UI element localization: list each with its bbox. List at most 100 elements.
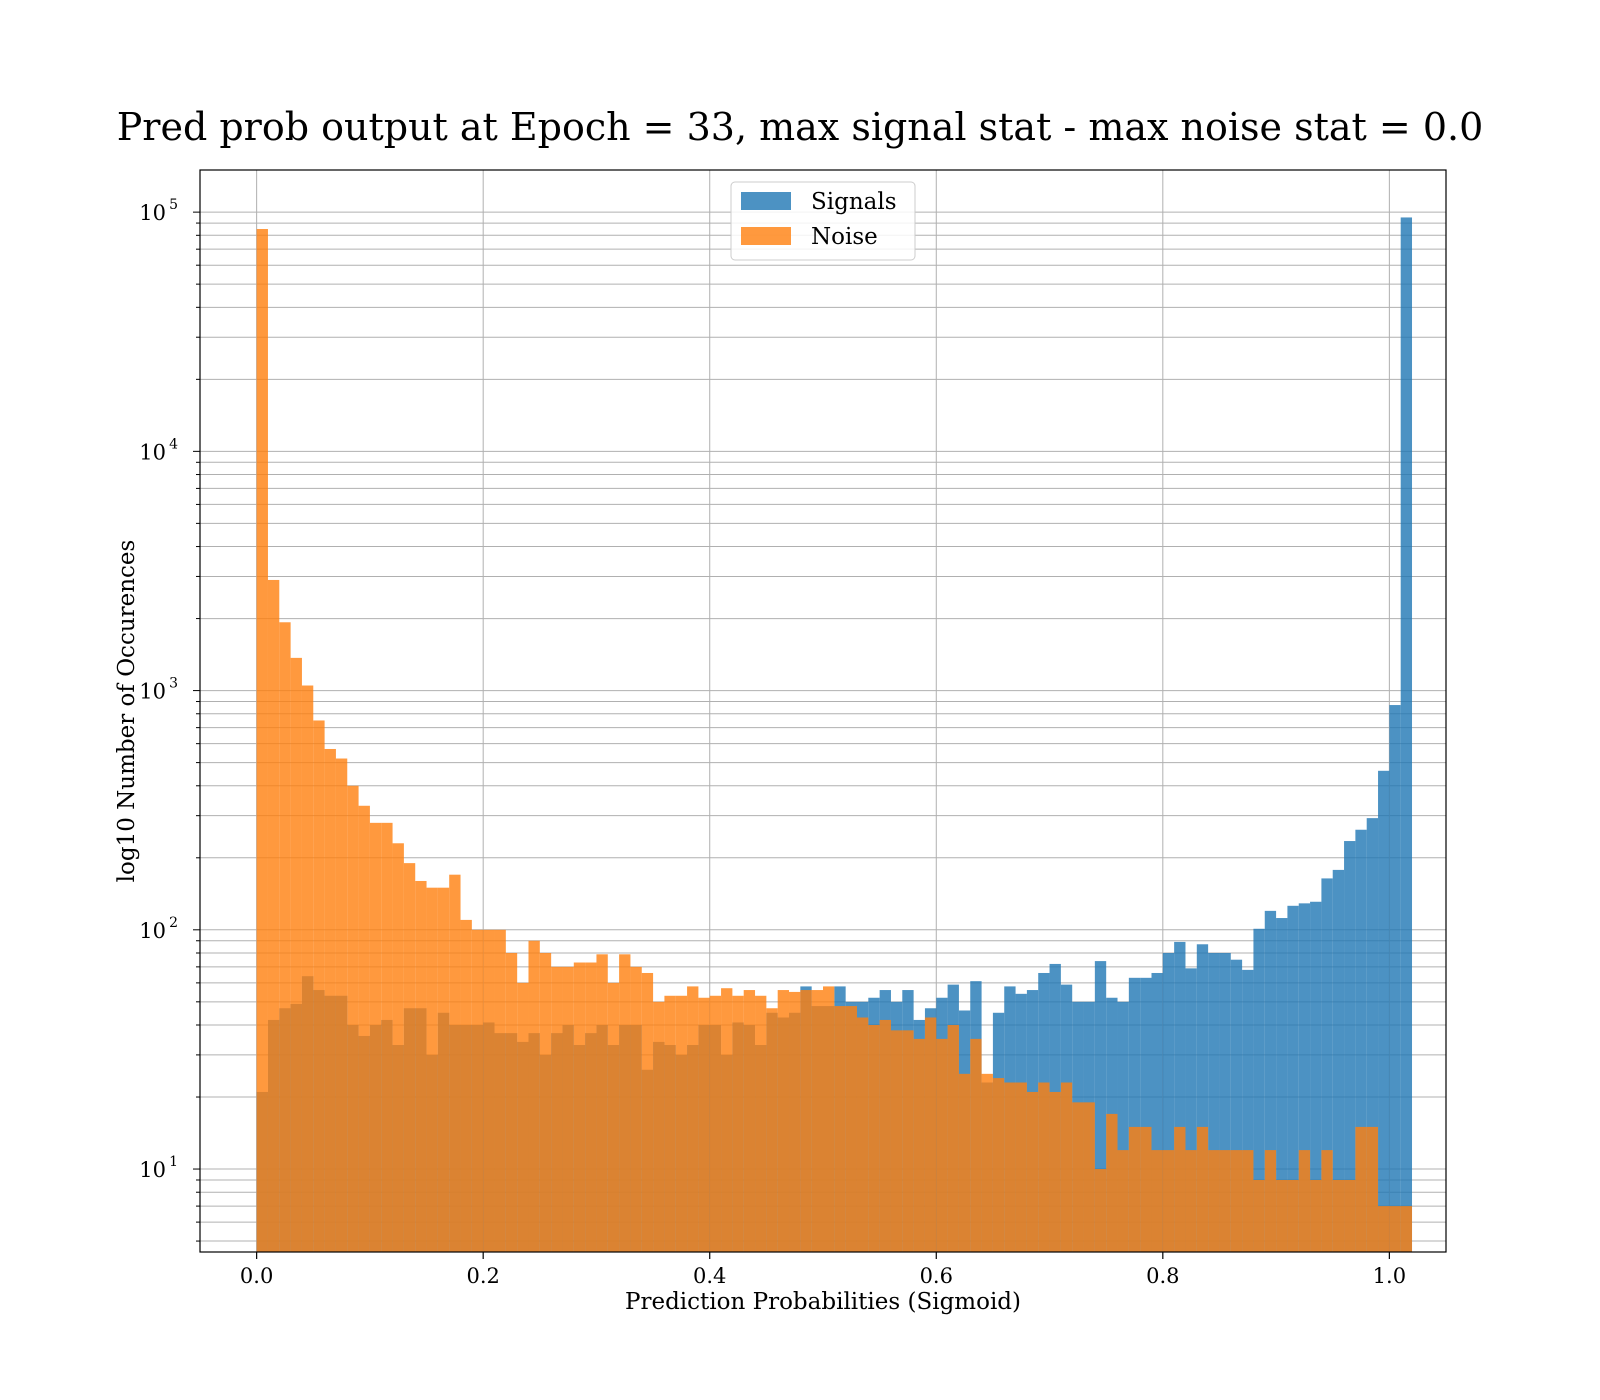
legend: Signals Noise: [730, 181, 916, 261]
noise-bar: [1253, 1179, 1265, 1252]
noise-bar: [505, 952, 518, 1252]
signals-bar: [1140, 977, 1152, 1252]
signals-bar: [1298, 903, 1311, 1252]
noise-bar: [1083, 1102, 1095, 1252]
signals-bar: [1094, 961, 1107, 1252]
x-tick-label: 0.0: [240, 1264, 273, 1288]
noise-bar: [664, 995, 676, 1252]
noise-bar: [585, 962, 597, 1252]
legend-label-signals: Signals: [811, 189, 897, 215]
noise-bar: [358, 805, 370, 1252]
noise-bar: [313, 720, 325, 1252]
signals-bar: [1332, 869, 1345, 1252]
x-axis-ticks: 0.0 0.2 0.4 0.6 0.8 1.0: [240, 1252, 1406, 1288]
series-noise: [256, 229, 1413, 1252]
noise-bar: [868, 1025, 880, 1252]
signals-bar: [1321, 878, 1333, 1252]
noise-bar: [947, 1025, 959, 1252]
noise-bar: [902, 1030, 914, 1252]
noise-bar: [879, 1019, 891, 1252]
y-tick-label: 10: [139, 919, 166, 943]
noise-bar: [1015, 1082, 1027, 1252]
noise-bar: [256, 229, 268, 1252]
signals-bar: [1117, 1001, 1129, 1252]
noise-bar: [1004, 1082, 1016, 1252]
signals-bar: [1378, 770, 1390, 1252]
y-tick-base: 10: [139, 201, 166, 225]
noise-bar: [800, 990, 812, 1252]
noise-bar: [789, 991, 801, 1252]
signals-bar: [1208, 952, 1220, 1252]
noise-bar: [607, 982, 620, 1252]
noise-bar: [301, 685, 314, 1252]
noise-bar: [449, 874, 461, 1252]
y-tick-exponent: 1: [169, 1154, 178, 1170]
noise-bar: [1366, 1126, 1379, 1252]
noise-bar: [279, 622, 291, 1252]
noise-bar: [494, 929, 506, 1252]
noise-bar: [1117, 1150, 1129, 1252]
noise-bar: [392, 843, 404, 1252]
signals-bar: [1389, 705, 1401, 1252]
noise-bar: [1026, 1091, 1039, 1252]
x-tick-label: 0.4: [693, 1264, 726, 1288]
noise-bar: [347, 785, 359, 1252]
signals-bar: [1276, 918, 1288, 1252]
noise-bar: [1242, 1150, 1254, 1252]
noise-bar: [1140, 1126, 1152, 1252]
noise-bar: [709, 995, 722, 1252]
signals-bar: [1185, 968, 1197, 1252]
noise-bar: [619, 954, 631, 1252]
noise-bar: [1185, 1150, 1197, 1252]
noise-bar: [698, 997, 710, 1252]
noise-bar: [1151, 1150, 1163, 1252]
noise-bar: [732, 995, 744, 1252]
noise-bar: [992, 1078, 1005, 1252]
y-tick-exponent: 3: [169, 676, 178, 692]
noise-bar: [856, 1017, 869, 1252]
noise-bar: [845, 1006, 857, 1252]
signals-bar: [1355, 829, 1367, 1252]
y-tick-exponent: 4: [169, 436, 178, 452]
signals-bar: [1128, 977, 1141, 1252]
noise-bar: [1355, 1126, 1367, 1252]
noise-bar: [324, 748, 336, 1252]
legend-swatch-signals: [741, 192, 791, 210]
noise-bar: [630, 966, 642, 1252]
x-tick-label: 1.0: [1373, 1264, 1406, 1288]
noise-bar: [913, 1038, 925, 1252]
noise-bar: [1310, 1179, 1322, 1252]
noise-bar: [924, 1017, 937, 1252]
noise-bar: [528, 940, 540, 1252]
y-tick-exponent: 5: [169, 197, 178, 213]
bars-layer: [256, 217, 1413, 1253]
y-axis-label: log10 Number of Occurences: [114, 540, 140, 883]
legend-label-noise: Noise: [811, 224, 878, 250]
noise-bar: [1400, 1206, 1413, 1252]
noise-bar: [675, 995, 688, 1252]
signals-bar: [1151, 972, 1163, 1252]
noise-bar: [1344, 1179, 1356, 1252]
noise-bar: [1389, 1206, 1401, 1252]
x-tick-label: 0.6: [920, 1264, 953, 1288]
noise-bar: [1106, 1113, 1118, 1252]
noise-bar: [1298, 1150, 1311, 1252]
y-tick-base: 10: [139, 919, 166, 943]
noise-bar: [1378, 1206, 1390, 1252]
noise-bar: [1219, 1150, 1231, 1252]
noise-bar: [267, 579, 280, 1252]
noise-bar: [403, 863, 416, 1252]
noise-bar: [766, 1008, 778, 1252]
noise-bar: [641, 972, 654, 1252]
y-tick-label: 10: [139, 1158, 166, 1182]
y-tick-label: 10: [139, 440, 166, 464]
noise-bar: [1038, 1082, 1050, 1252]
noise-bar: [1287, 1179, 1299, 1252]
noise-bar: [460, 919, 472, 1252]
chart-title: Pred prob output at Epoch = 33, max sign…: [117, 105, 1484, 149]
y-tick-label: 10: [139, 680, 166, 704]
signals-bar: [1230, 959, 1243, 1252]
noise-bar: [551, 966, 563, 1252]
noise-bar: [1230, 1150, 1243, 1252]
